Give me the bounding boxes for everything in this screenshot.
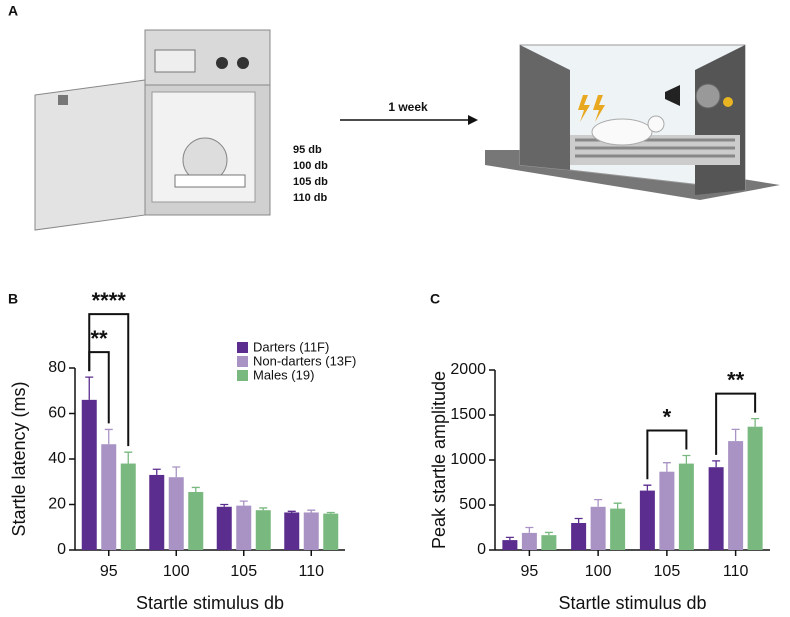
x-axis-title: Startle stimulus db xyxy=(558,593,706,613)
bar xyxy=(81,399,97,550)
level-label: 95 db xyxy=(293,144,322,156)
legend-label: Non-darters (13F) xyxy=(253,353,356,368)
y-axis-title: Peak startle amplitude xyxy=(429,371,449,549)
significance-bracket xyxy=(88,313,130,447)
bar xyxy=(323,513,339,550)
x-tick-label: 100 xyxy=(585,563,612,580)
bar xyxy=(216,506,232,550)
bar xyxy=(168,477,184,550)
legend-swatch xyxy=(237,370,248,381)
incubator-illustration xyxy=(34,29,271,231)
error-bar xyxy=(104,428,113,445)
y-tick-label: 0 xyxy=(57,541,66,558)
panel-label: A xyxy=(8,3,18,19)
y-tick-label: 80 xyxy=(48,359,66,376)
bar xyxy=(639,490,655,550)
error-bar xyxy=(172,466,181,478)
y-axis-title: Startle latency (ms) xyxy=(9,381,29,536)
arrow-label: 1 week xyxy=(388,100,428,114)
legend-swatch xyxy=(237,356,248,367)
y-tick-label: 0 xyxy=(477,541,486,558)
level-label: 100 db xyxy=(293,160,328,172)
error-bar xyxy=(712,460,721,468)
bar xyxy=(120,463,136,550)
error-bar xyxy=(307,509,316,513)
error-bar xyxy=(259,507,268,511)
bar xyxy=(255,510,271,550)
x-tick-label: 95 xyxy=(100,563,118,580)
arrow-head xyxy=(468,115,478,125)
x-tick-label: 105 xyxy=(654,563,681,580)
y-tick-label: 60 xyxy=(48,405,66,422)
error-bar xyxy=(124,451,133,464)
y-tick-label: 1500 xyxy=(450,406,486,423)
error-bar xyxy=(326,511,335,514)
error-bar xyxy=(643,484,652,491)
x-tick-label: 105 xyxy=(230,563,257,580)
bar xyxy=(728,441,744,550)
error-bar xyxy=(662,462,671,472)
significance-label: ** xyxy=(727,367,745,392)
y-tick-label: 500 xyxy=(459,496,486,513)
y-tick-label: 20 xyxy=(48,496,66,513)
bar xyxy=(149,474,165,550)
error-bar xyxy=(613,502,622,509)
legend-label: Males (19) xyxy=(253,367,314,382)
chamber-illustration xyxy=(485,44,780,200)
legend-label: Darters (11F) xyxy=(253,339,329,354)
y-tick-label: 2000 xyxy=(450,361,486,378)
error-bar xyxy=(287,510,296,513)
panel-label: C xyxy=(430,291,440,307)
bar xyxy=(708,467,724,550)
panel-label: B xyxy=(8,291,18,307)
level-label: 110 db xyxy=(293,192,328,204)
bar xyxy=(747,426,763,550)
error-bar xyxy=(191,486,200,492)
bar xyxy=(659,471,675,550)
y-tick-label: 1000 xyxy=(450,451,486,468)
bar xyxy=(303,512,319,550)
significance-bracket xyxy=(715,392,757,455)
error-bar xyxy=(594,498,603,507)
legend-swatch xyxy=(237,342,248,353)
bar xyxy=(521,532,537,550)
error-bar xyxy=(731,428,740,442)
error-bar xyxy=(544,531,553,536)
bar xyxy=(678,463,694,550)
error-bar xyxy=(85,376,94,400)
bar xyxy=(610,508,626,550)
error-bar xyxy=(220,503,229,507)
bar xyxy=(502,540,518,550)
level-label: 105 db xyxy=(293,176,328,188)
error-bar xyxy=(239,500,248,506)
significance-label: ** xyxy=(90,326,108,351)
significance-bracket xyxy=(646,429,688,480)
bar xyxy=(571,523,587,550)
significance-label: **** xyxy=(92,288,127,313)
bar xyxy=(541,535,557,550)
y-tick-label: 40 xyxy=(48,450,66,467)
x-tick-label: 110 xyxy=(723,563,749,580)
significance-label: * xyxy=(663,404,672,429)
bar xyxy=(101,444,117,550)
x-axis-title: Startle stimulus db xyxy=(136,593,284,613)
x-tick-label: 110 xyxy=(298,563,324,580)
bar xyxy=(236,505,252,550)
error-bar xyxy=(152,468,161,475)
bar xyxy=(590,506,606,550)
error-bar xyxy=(682,454,691,464)
error-bar xyxy=(751,417,760,427)
error-bar xyxy=(525,526,534,533)
bar xyxy=(284,512,300,550)
error-bar xyxy=(505,536,514,541)
error-bar xyxy=(574,517,583,523)
bar xyxy=(188,491,204,550)
x-tick-label: 95 xyxy=(520,563,538,580)
x-tick-label: 100 xyxy=(163,563,190,580)
